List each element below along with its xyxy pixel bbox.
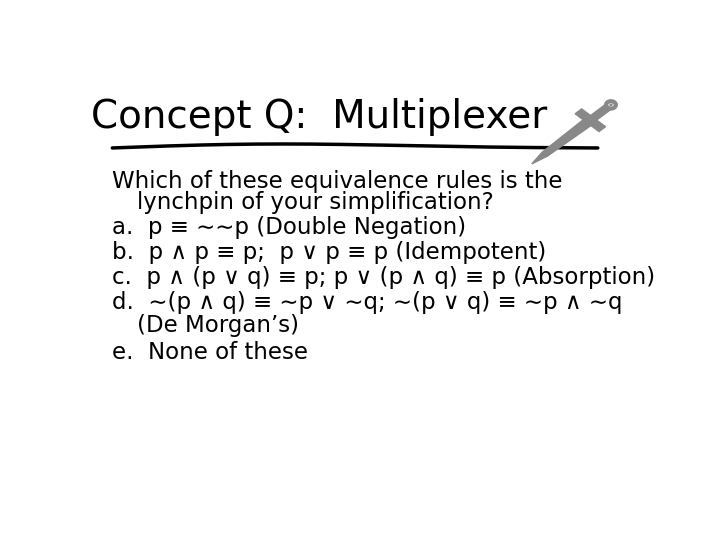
Text: Which of these equivalence rules is the: Which of these equivalence rules is the: [112, 170, 563, 193]
Polygon shape: [590, 105, 611, 120]
Text: (De Morgan’s): (De Morgan’s): [138, 314, 300, 338]
Polygon shape: [532, 152, 547, 164]
Polygon shape: [575, 109, 606, 132]
Text: d.  ∼(p ∧ q) ≡ ∼p ∨ ∼q; ∼(p ∨ q) ≡ ∼p ∧ ∼q: d. ∼(p ∧ q) ≡ ∼p ∨ ∼q; ∼(p ∨ q) ≡ ∼p ∧ ∼…: [112, 291, 623, 314]
Text: b.  p ∧ p ≡ p;  p ∨ p ≡ p (Idempotent): b. p ∧ p ≡ p; p ∨ p ≡ p (Idempotent): [112, 241, 546, 264]
Polygon shape: [542, 119, 592, 156]
Text: lynchpin of your simplification?: lynchpin of your simplification?: [138, 191, 494, 213]
Text: c.  p ∧ (p ∨ q) ≡ p; p ∨ (p ∧ q) ≡ p (Absorption): c. p ∧ (p ∨ q) ≡ p; p ∨ (p ∧ q) ≡ p (Abs…: [112, 266, 655, 289]
Text: Concept Q:  Multiplexer: Concept Q: Multiplexer: [91, 98, 547, 136]
Text: e.  None of these: e. None of these: [112, 341, 308, 364]
Circle shape: [609, 104, 613, 106]
Text: a.  p ≡ ∼∼p (Double Negation): a. p ≡ ∼∼p (Double Negation): [112, 217, 467, 239]
